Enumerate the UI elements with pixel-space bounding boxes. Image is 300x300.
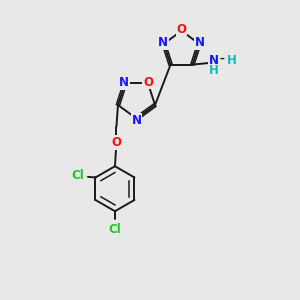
Text: Cl: Cl [71, 169, 84, 182]
Text: O: O [112, 136, 122, 149]
Text: O: O [143, 76, 153, 88]
Text: H: H [226, 54, 236, 67]
Text: N: N [119, 76, 129, 89]
Text: H: H [209, 64, 219, 77]
Text: N: N [209, 54, 219, 67]
Text: N: N [195, 36, 205, 49]
Text: Cl: Cl [109, 223, 121, 236]
Text: N: N [158, 36, 168, 49]
Text: N: N [131, 114, 142, 127]
Text: O: O [176, 23, 187, 36]
Text: –: – [220, 54, 225, 64]
